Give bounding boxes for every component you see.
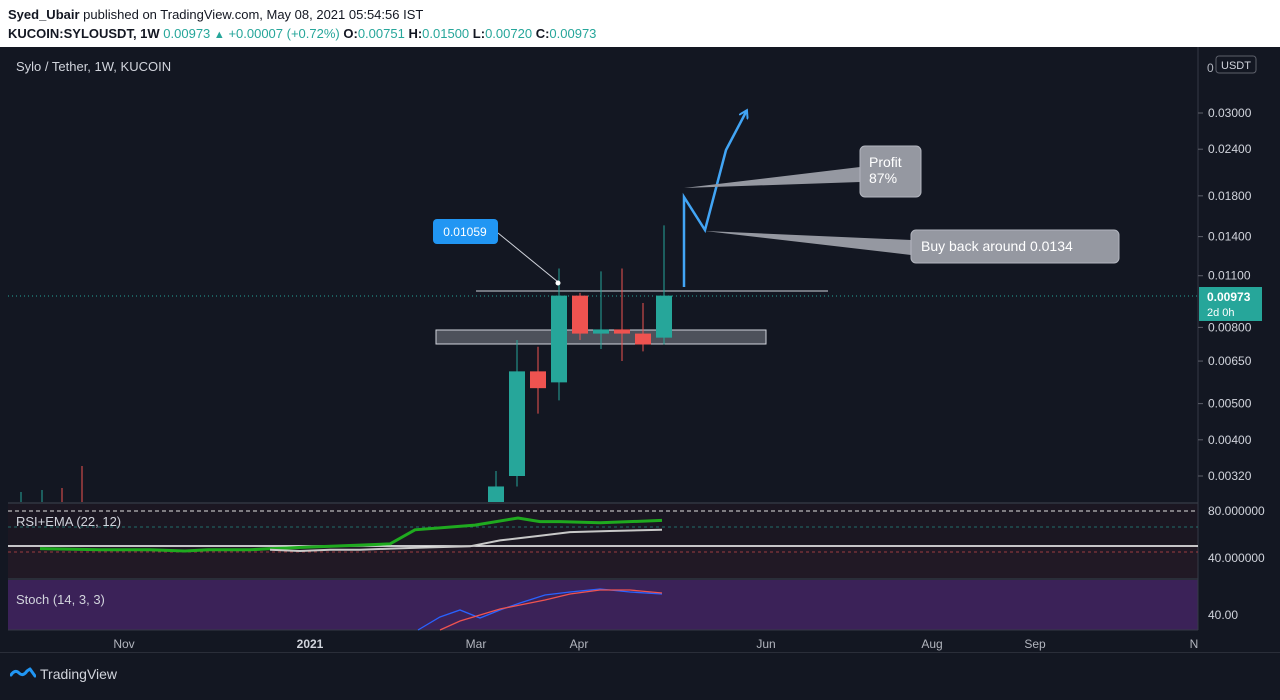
open-value: 0.00751 <box>357 26 405 41</box>
callout-value: 0.01059 <box>443 225 487 239</box>
price-tick-label: 0.00800 <box>1208 320 1252 334</box>
price-tick-label: 0.01800 <box>1208 189 1252 203</box>
price-tick-label: 0.00320 <box>1208 469 1252 483</box>
last-price-tag <box>1199 287 1262 321</box>
chart-title: Sylo / Tether, 1W, KUCOIN <box>16 59 171 74</box>
low-value: 0.00720 <box>485 26 533 41</box>
high-value: 0.01500 <box>422 26 470 41</box>
buyback-text: Buy back around 0.0134 <box>921 238 1073 254</box>
time-label-2021: 2021 <box>297 637 324 651</box>
rsi-axis-80: 80.000000 <box>1208 504 1265 518</box>
callout-leader <box>497 232 559 283</box>
candle-body[interactable] <box>488 486 504 502</box>
tradingview-logo-icon <box>10 667 36 678</box>
ema-line <box>269 528 663 553</box>
currency-badge-label: USDT <box>1221 60 1251 72</box>
price-axis-top-label: 0 <box>1207 61 1214 75</box>
price-tick-label: 0.01400 <box>1208 230 1252 244</box>
candle-body[interactable] <box>593 329 609 334</box>
last-price: 0.00973 <box>163 26 211 41</box>
last-price-countdown: 2d 0h <box>1207 307 1235 319</box>
open-label: O: <box>343 26 358 41</box>
time-label-sep: Sep <box>1024 637 1046 651</box>
time-label-jun: Jun <box>756 637 775 651</box>
profit-label: Profit <box>869 154 902 170</box>
publish-header: Syed_Ubair published on TradingView.com,… <box>0 0 1280 47</box>
candle-body[interactable] <box>635 333 651 345</box>
pane-divider <box>8 578 1198 580</box>
candle-body[interactable] <box>572 295 588 334</box>
stoch-pane[interactable] <box>8 580 1198 630</box>
time-label-mar: Mar <box>466 637 487 651</box>
pane-divider <box>8 502 1198 504</box>
chart-area[interactable]: Sylo / Tether, 1W, KUCOIN 0 USDT 0.03000… <box>8 47 1280 652</box>
price-tick-label: 0.03000 <box>1208 106 1252 120</box>
price-tick-label: 0.02400 <box>1208 142 1252 156</box>
tradingview-brand[interactable]: TradingView <box>10 665 117 683</box>
footer-bar <box>0 652 1280 700</box>
author-name[interactable]: Syed_Ubair <box>8 7 80 22</box>
low-label: L: <box>472 26 486 41</box>
time-label-aug: Aug <box>921 637 942 651</box>
candle-body[interactable] <box>656 295 672 338</box>
projection-arrow[interactable] <box>682 112 746 287</box>
currency-badge[interactable] <box>1215 55 1257 74</box>
price-axis: 0.03000 0.02400 0.01800 0.01400 0.01100 0.008… <box>1198 106 1252 483</box>
rsi-line <box>39 516 663 553</box>
profit-value: 87% <box>869 170 897 186</box>
symbol-line: KUCOIN:SYLOUSDT, 1W 0.00973 ▲ +0.00007 (… <box>8 26 596 41</box>
price-tick-label: 0.01100 <box>1208 269 1251 283</box>
price-tick-label: 0.00400 <box>1208 433 1252 447</box>
buyback-callout-pointer <box>705 231 911 255</box>
callout-anchor <box>555 280 561 286</box>
stoch-axis-40: 40.00 <box>1208 608 1238 622</box>
rsi-axis-40: 40.000000 <box>1208 551 1265 565</box>
candles-group[interactable] <box>488 225 672 502</box>
buyback-callout[interactable] <box>910 229 1120 264</box>
last-price-tag-value: 0.00973 <box>1207 290 1251 304</box>
time-label-nov: Nov <box>113 637 134 651</box>
price-pane[interactable] <box>8 47 1198 502</box>
candle-body[interactable] <box>614 329 630 334</box>
symbol-text: KUCOIN:SYLOUSDT, 1W <box>8 26 160 41</box>
price-tick-label: 0.00650 <box>1208 354 1252 368</box>
publish-line: Syed_Ubair published on TradingView.com,… <box>8 7 423 22</box>
close-label: C: <box>535 26 550 41</box>
profit-callout[interactable] <box>859 145 922 198</box>
time-label-n: N <box>1190 637 1199 651</box>
high-label: H: <box>408 26 423 41</box>
close-value: 0.00973 <box>549 26 597 41</box>
brand-name: TradingView <box>40 666 118 682</box>
candle-body[interactable] <box>530 371 546 389</box>
candle-body[interactable] <box>509 371 525 476</box>
change-text: +0.00007 (+0.72%) <box>228 26 340 41</box>
rsi-label: RSI+EMA (22, 12) <box>16 514 121 529</box>
published-text: published on TradingView.com, May 08, 20… <box>83 7 424 22</box>
callout-box[interactable] <box>433 219 498 244</box>
price-tick-label: 0.00500 <box>1208 397 1252 411</box>
candle-body[interactable] <box>551 295 567 383</box>
profit-callout-pointer <box>684 167 860 188</box>
up-triangle-icon: ▲ <box>213 29 225 41</box>
time-label-apr: Apr <box>570 637 589 651</box>
stoch-label: Stoch (14, 3, 3) <box>16 592 105 607</box>
stoch-d-line <box>439 589 663 631</box>
